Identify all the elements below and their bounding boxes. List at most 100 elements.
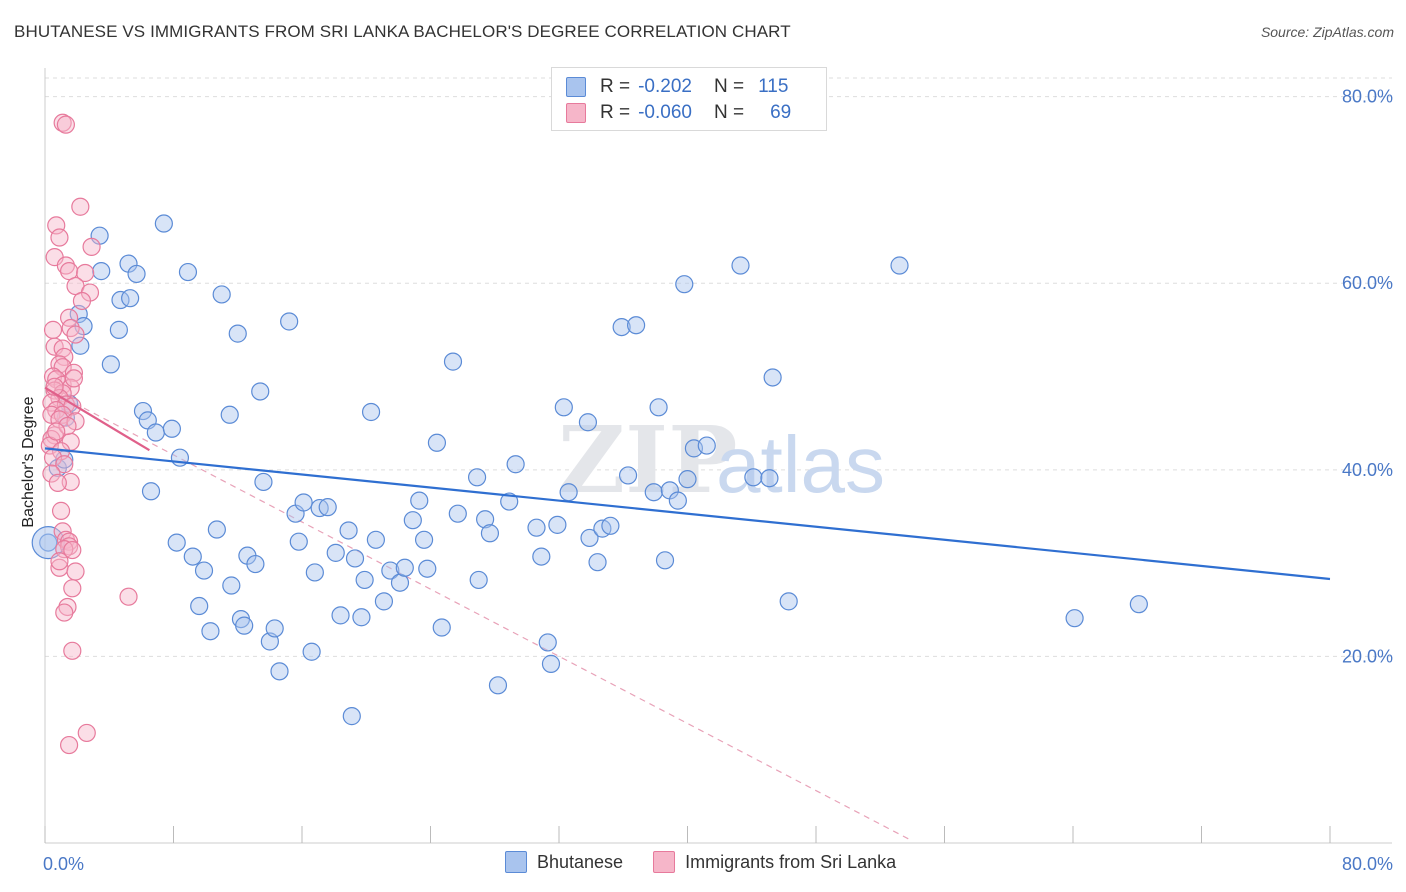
bhutanese-point: [432, 618, 451, 637]
bhutanese-point: [427, 433, 447, 452]
y-tick-label: 20.0%: [1342, 646, 1393, 666]
legend-swatch-blue: [566, 77, 586, 97]
bhutanese-point: [644, 483, 663, 502]
trendlines: [44, 386, 1331, 581]
watermark-zip: ZIP: [558, 406, 737, 514]
sri-lanka-point: [50, 228, 69, 247]
sri-lanka-point: [58, 597, 77, 617]
sri-lanka-point: [64, 363, 84, 382]
watermark: ZIP atlas: [558, 406, 885, 514]
grid-lines: [45, 77, 1392, 657]
bhutanese-point: [222, 576, 241, 595]
bhutanese-point: [395, 558, 414, 577]
bhutanese-point: [326, 543, 345, 562]
bhutanese-point: [342, 707, 361, 726]
bhutanese-point: [141, 482, 161, 501]
bhutanese-point: [194, 561, 214, 580]
bhutanese-point: [246, 554, 265, 574]
legend-row-sri-lanka: R = -0.060 N = 69: [566, 101, 791, 125]
bhutanese-point: [612, 317, 631, 337]
bhutanese-point: [580, 528, 599, 548]
legend-row-bhutanese: R = -0.202 N = 115: [566, 75, 788, 99]
bhutanese-point: [476, 510, 495, 529]
bhutanese-point: [183, 547, 202, 566]
bhutanese-point: [506, 455, 525, 474]
sri-lanka-point: [63, 540, 82, 560]
bhutanese-point: [133, 401, 153, 421]
bhutanese-point: [1129, 595, 1148, 614]
sri-lanka-point: [42, 464, 61, 483]
bhutanese-point: [500, 492, 519, 511]
bhutanese-point: [167, 533, 186, 552]
legend-label-bhutanese: Bhutanese: [537, 851, 624, 872]
bhutanese-point: [779, 592, 798, 611]
bhutanese-point: [744, 468, 763, 487]
bhutanese-point: [345, 549, 365, 568]
bhutanese-point: [678, 470, 697, 489]
legend-n-value: 115: [758, 76, 789, 97]
bhutanese-point: [270, 662, 289, 681]
bhutanese-point: [554, 398, 573, 417]
legend-swatch-blue: [505, 851, 527, 873]
y-tick-label: 80.0%: [1342, 87, 1393, 107]
legend-r-label: R =: [600, 76, 631, 97]
bhutanese-point: [1065, 609, 1084, 628]
sri-lanka-point: [47, 422, 66, 441]
bhutanese-point: [265, 619, 284, 638]
bhutanese-point: [146, 423, 165, 442]
bhutanese-point: [618, 466, 638, 485]
sri-lanka-point: [63, 579, 82, 598]
bhutanese-point: [121, 289, 140, 308]
sri-lanka-point: [71, 197, 90, 216]
y-tick-label: 40.0%: [1342, 460, 1393, 480]
bhutanese-point: [109, 320, 128, 339]
bhutanese-point: [201, 622, 220, 641]
sri-lanka-point: [58, 416, 77, 436]
sri-lanka-point: [53, 113, 72, 132]
legend-n-label: N =: [713, 76, 745, 97]
bhutanese-point: [763, 368, 782, 387]
sri-lanka-trendline: [44, 386, 150, 452]
legend-item-bhutanese[interactable]: Bhutanese: [505, 851, 623, 873]
bhutanese-point: [697, 436, 716, 455]
legend-swatch-pink: [653, 851, 676, 873]
sri-lanka-point: [55, 603, 74, 622]
bhutanese-point: [480, 524, 500, 543]
bhutanese-point: [339, 521, 358, 540]
bhutanese-point: [178, 262, 198, 282]
bhutanese-point: [361, 402, 381, 422]
bhutanese-point: [251, 382, 270, 401]
legend-item-sri-lanka[interactable]: Immigrants from Sri Lanka: [653, 851, 896, 873]
bhutanese-point: [668, 491, 687, 510]
bhutanese-point: [403, 511, 422, 530]
bhutanese-point: [890, 256, 909, 275]
bhutanese-point: [302, 642, 321, 661]
bhutanese-point: [154, 214, 173, 233]
bhutanese-point: [355, 570, 374, 590]
sri-lanka-point: [51, 501, 71, 520]
y-axis-title: Bachelor's Degree: [20, 396, 37, 527]
bhutanese-point: [254, 472, 273, 492]
bhutanese-point: [162, 419, 181, 438]
source-label: Source: ZipAtlas.com: [1260, 24, 1394, 40]
bhutanese-point: [467, 468, 487, 487]
bhutanese-point: [318, 498, 337, 517]
sri-lanka-point: [119, 587, 138, 606]
sri-lanka-point: [50, 552, 69, 571]
bhutanese-point: [541, 654, 561, 673]
legend-n-label: N =: [713, 102, 745, 123]
bhutanese-point: [527, 518, 546, 537]
bhutanese-point: [655, 551, 675, 570]
bhutanese-point: [190, 596, 209, 616]
sri-lanka-point: [56, 256, 75, 275]
bhutanese-point: [305, 563, 324, 582]
bhutanese-point: [760, 469, 779, 488]
sri-lanka-point: [77, 723, 96, 743]
sri-lanka-point: [66, 562, 85, 581]
legend-r-value: -0.202: [638, 76, 692, 97]
series-legend: Bhutanese Immigrants from Sri Lanka: [505, 851, 926, 873]
bhutanese-point: [294, 493, 313, 512]
bhutanese-point: [559, 483, 578, 502]
bhutanese-point: [101, 355, 120, 374]
bhutanese-point: [414, 530, 434, 549]
